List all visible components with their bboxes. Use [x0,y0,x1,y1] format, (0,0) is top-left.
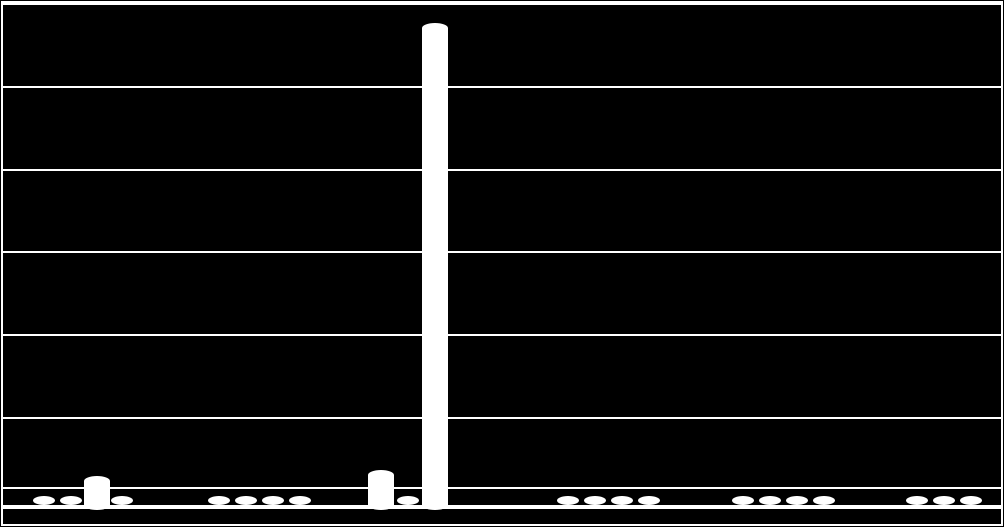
bar-base [33,496,55,505]
bar-base [397,496,419,505]
bar-base [813,496,835,505]
bar [368,475,394,505]
gridline [3,3,1001,5]
bar-base [584,496,606,505]
gridline [3,169,1001,171]
bar-base [235,496,257,505]
bar-base [933,496,955,505]
bar-base [759,496,781,505]
bar-base [732,496,754,505]
bar-base [906,496,928,505]
gridline [3,417,1001,419]
bar [422,28,448,505]
floor-front-edge [3,505,1001,509]
bar-base [611,496,633,505]
bar-base [960,496,982,505]
floor-back-edge [3,487,1001,489]
gridline [3,251,1001,253]
bar-base [289,496,311,505]
bar [84,481,110,505]
bar-base [786,496,808,505]
chart-plot-area [3,3,1001,509]
bar-base [262,496,284,505]
bar-base [638,496,660,505]
bar-base [208,496,230,505]
gridline [3,86,1001,88]
bar-base [60,496,82,505]
bar-base [557,496,579,505]
gridline [3,334,1001,336]
bar-base [111,496,133,505]
